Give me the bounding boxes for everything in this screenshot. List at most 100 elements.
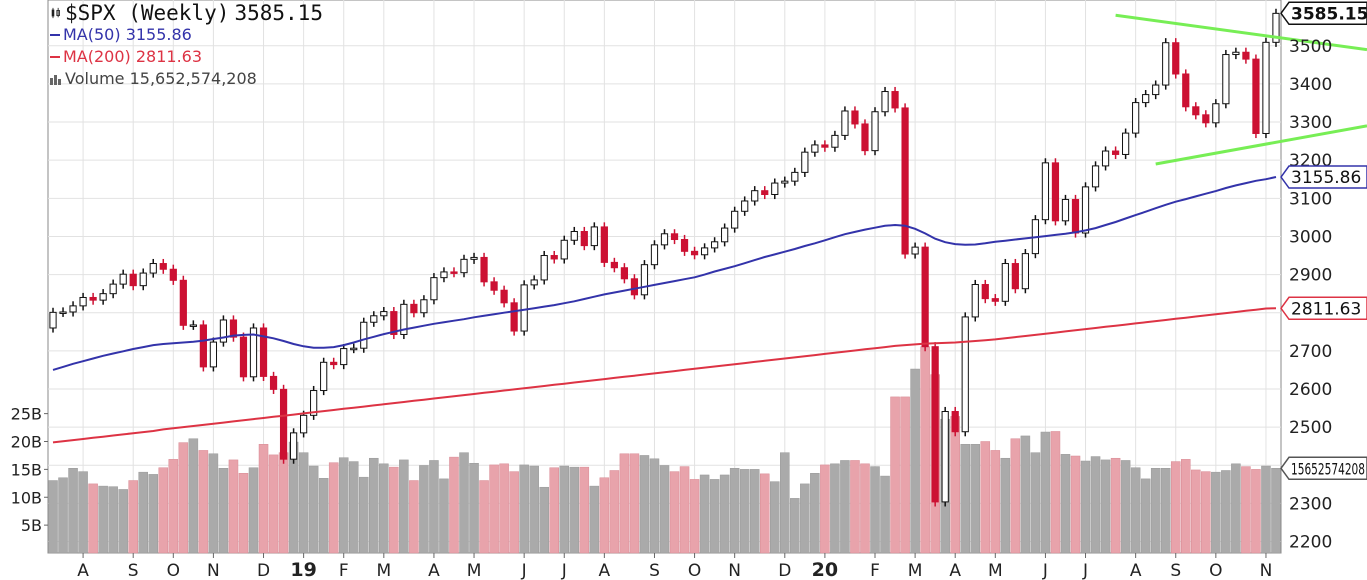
x-tick-label: 20	[812, 559, 838, 580]
candle-body	[1242, 51, 1250, 60]
volume-bar	[409, 480, 419, 554]
candle-body	[610, 261, 618, 269]
candle-body	[751, 190, 759, 202]
candle-body	[540, 255, 548, 281]
candle-body	[640, 264, 649, 296]
price-tick-label: 3100	[1289, 189, 1332, 209]
volume-icon	[50, 75, 61, 85]
candle-body	[911, 246, 919, 255]
volume-bar	[639, 455, 650, 554]
candle-body	[620, 267, 629, 280]
candle-body	[921, 246, 929, 348]
legend-volume: Volume 15,652,574,208	[50, 68, 323, 90]
volume-bar	[58, 477, 68, 554]
candle-body	[330, 361, 338, 366]
volume-bar	[950, 416, 960, 554]
volume-bar	[830, 463, 840, 554]
volume-bar	[579, 466, 590, 554]
x-tick-label: M	[467, 561, 482, 580]
price-tick-label: 2600	[1289, 380, 1332, 400]
volume-bar	[278, 452, 289, 554]
volume-bar	[328, 462, 339, 554]
candle-body	[169, 268, 177, 281]
candle-body	[59, 311, 67, 314]
candle-body	[89, 296, 97, 301]
x-tick-label: F	[870, 561, 880, 580]
candle-body	[430, 277, 438, 301]
volume-bar	[68, 468, 78, 554]
volume-bar	[479, 480, 489, 554]
candle-body	[831, 134, 839, 148]
volume-bar	[1060, 454, 1071, 554]
volume-bar	[1040, 431, 1051, 554]
volume-bars	[48, 346, 1281, 554]
last-price: 3585.15	[234, 1, 323, 25]
candle-body	[1152, 84, 1160, 96]
volume-bar	[840, 460, 850, 554]
price-tick-label: 3400	[1289, 75, 1332, 95]
candle-body	[1172, 42, 1180, 75]
candle-body	[1132, 102, 1140, 134]
volume-bar	[118, 489, 128, 554]
volume-bar	[960, 444, 970, 554]
candle-body	[550, 255, 558, 260]
volume-bar	[810, 473, 820, 554]
volume-bar	[669, 471, 680, 554]
volume-bar	[1150, 468, 1161, 554]
candle-body	[259, 327, 268, 377]
volume-bar	[188, 438, 199, 554]
price-tick-label: 2900	[1289, 266, 1332, 286]
volume-bar	[499, 463, 509, 554]
volume-bar	[1020, 435, 1031, 554]
volume-bar	[850, 460, 860, 554]
candle-body	[1202, 114, 1210, 124]
candle-body	[1071, 198, 1080, 234]
candle-body	[981, 284, 989, 300]
x-tick-label: A	[77, 561, 89, 580]
volume-bar	[679, 466, 690, 554]
volume-bar	[1050, 431, 1061, 554]
volume-bar	[1030, 452, 1041, 554]
volume-bar	[168, 459, 179, 554]
volume-bar	[739, 469, 750, 554]
x-tick-label: J	[1042, 561, 1048, 580]
volume-bar	[990, 450, 1001, 554]
volume-bar	[238, 473, 249, 554]
candle-body	[931, 346, 939, 503]
volume-bar	[1181, 459, 1191, 554]
candle-body	[189, 324, 197, 327]
volume-bar	[509, 471, 519, 554]
price-badges: 3585.15 3155.86 2811.63 15652574208	[1280, 1, 1367, 481]
candle-body	[289, 432, 298, 460]
last-price-badge: 3585.15	[1280, 1, 1367, 26]
candle-body	[99, 293, 107, 301]
volume-bar	[1140, 478, 1151, 554]
volume-bar	[1211, 471, 1221, 554]
volume-bar	[1090, 456, 1101, 554]
candle-body	[700, 247, 709, 256]
chart-legend: $SPX (Weekly) 3585.15 MA(50) 3155.86 MA(…	[50, 2, 323, 90]
volume-tick-label: 15B	[11, 460, 42, 479]
volume-bar	[910, 368, 920, 554]
volume-bar	[1251, 469, 1261, 554]
legend-ma50: MA(50) 3155.86	[50, 24, 323, 46]
candle-body	[310, 390, 318, 416]
candle-body	[390, 311, 398, 335]
x-tick-label: J	[561, 561, 567, 580]
candle-body	[560, 239, 568, 260]
candle-body	[49, 311, 57, 329]
candle-body	[711, 241, 719, 249]
candle-body	[1272, 12, 1280, 43]
ma200-value: 2811.63	[135, 47, 203, 66]
candle-body	[771, 182, 779, 196]
candle-body	[650, 244, 659, 266]
volume-bar	[659, 465, 670, 554]
volume-tick-label: 25B	[11, 405, 42, 424]
candle-body	[209, 341, 218, 368]
candle-body	[811, 144, 819, 153]
x-tick-label: D	[257, 561, 270, 580]
price-tick-label: 2500	[1289, 418, 1332, 438]
volume-bar	[379, 463, 389, 554]
candle-body	[741, 200, 749, 212]
candle-body	[440, 271, 448, 279]
